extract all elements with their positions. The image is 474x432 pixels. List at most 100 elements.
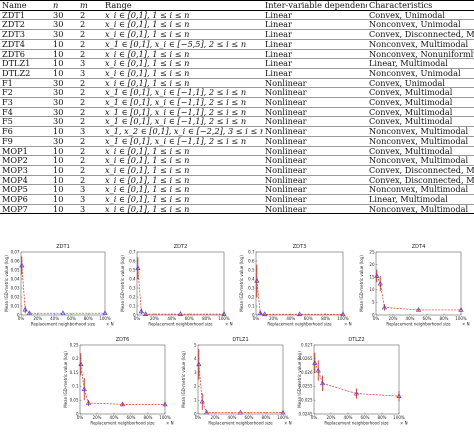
chart-title: DTLZ2	[348, 337, 364, 343]
x-tick-label: 100%	[337, 316, 349, 321]
chart-zdt4-svg: ZDT4 0 5 10 15 20 25 0% 20% 40% 60% 80% 100% Replacem…	[359, 244, 470, 327]
plot-frame	[136, 251, 225, 316]
chart-dtlz1: DTLZ1 0 1 2 3 4 5 0% 20% 40% 60% 80% 100% Replacement…	[180, 336, 293, 430]
cell-n: 10	[51, 184, 78, 196]
y-tick-label: 0.2	[129, 294, 136, 299]
cell-name: ZDT4	[0, 39, 51, 50]
x-tick-label: 0%	[373, 316, 380, 321]
cell-characteristics: Convex, Multimodal	[367, 146, 474, 157]
y-tick-label: 4	[194, 356, 197, 361]
y-tick-label: 0.4	[248, 276, 255, 281]
cell-dependencies: Nonlinear	[263, 194, 367, 205]
cell-n: 10	[51, 39, 78, 50]
cell-n: 30	[51, 29, 78, 40]
cell-dependencies: Nonlinear	[263, 204, 367, 215]
data-point	[162, 401, 168, 407]
data-point	[119, 401, 126, 407]
cell-range: x_i ∈ [0,1], 1 ≤ i ≤ n	[103, 165, 263, 176]
chart-zdt1: ZDT1 0 0.01 0.02 0.03 0.04 0.05 0.06 0.07 0% 20% 40…	[3, 243, 115, 331]
chart-zdt4: ZDT4 0 5 10 15 20 25 0% 20% 40% 60% 80% 100% Replacem…	[358, 243, 471, 331]
cell-n: 10	[51, 194, 78, 205]
data-point	[19, 262, 25, 268]
y-tick-label: 0.04	[11, 276, 20, 281]
cell-n: 30	[51, 78, 78, 89]
cell-m: 3	[78, 68, 103, 79]
y-tick-label: 0.7	[248, 249, 255, 254]
data-point	[60, 310, 66, 316]
table-row: F1 30 2 x_i ∈ [0,1], 1 ≤ i ≤ n Nonlinear Conv…	[0, 78, 474, 89]
x-tick-label: 60%	[423, 316, 432, 321]
x-tick-label: 20%	[93, 415, 102, 420]
data-point	[254, 277, 260, 283]
cell-m: 2	[78, 49, 103, 60]
y-tick-label: 20	[369, 262, 375, 267]
y-axis-label: Mean IGD-metric value (log)	[4, 255, 9, 312]
benchmark-table: Name n m Range Inter-variable dependenci…	[0, 0, 474, 215]
cell-characteristics: Convex, Unimodal	[367, 10, 474, 21]
cell-characteristics: Convex, Multimodal	[367, 116, 474, 128]
cell-characteristics: Convex, Unimodal	[367, 78, 474, 89]
cell-name: F5	[0, 116, 51, 128]
cell-n: 10	[51, 175, 78, 186]
y-axis-label: Mean IGD-metric value (log)	[297, 351, 302, 408]
data-point	[135, 265, 141, 271]
chart-dtlz2-svg: DTLZ2 0.0245 0.025 0.0255 0.026 0.0265 0.027 0%…	[297, 337, 408, 426]
x-axis-unit: × N	[166, 421, 174, 426]
cell-name: F1	[0, 78, 51, 89]
cell-characteristics: Convex, Multimodal	[367, 97, 474, 108]
x-tick-label: 80%	[440, 316, 449, 321]
cell-m: 2	[78, 97, 103, 108]
cell-name: MOP1	[0, 146, 51, 157]
y-tick-label: 0.2	[72, 356, 79, 361]
chart-zdt2: ZDT2 0 0.1 0.2 0.3 0.4 0.5 0.6 0.7 0% 20% 40% 60% 80%…	[119, 243, 234, 331]
data-point	[221, 311, 227, 316]
cell-characteristics: Nonconvex, Multimodal	[367, 204, 474, 215]
cell-m: 3	[78, 58, 103, 69]
chart-title: ZDT1	[56, 244, 70, 250]
cell-n: 10	[51, 58, 78, 69]
cell-range: x_1 ∈ [0,1], x_i ∈ [−1,1], 2 ≤ i ≤ n	[103, 116, 263, 128]
cell-range: x_i ∈ [0,1], 1 ≤ i ≤ n	[103, 58, 263, 69]
cell-m: 3	[78, 194, 103, 205]
x-axis-label: Replacement neighborhood size	[324, 421, 389, 426]
x-tick-label: 20%	[33, 316, 42, 321]
cell-dependencies: Nonlinear	[263, 155, 367, 166]
header-name: Name	[0, 0, 51, 11]
cell-dependencies: Nonlinear	[263, 136, 367, 147]
cell-dependencies: Linear	[263, 68, 367, 79]
cell-m: 2	[78, 107, 103, 118]
cell-dependencies: Nonlinear	[263, 184, 367, 196]
chart-title: ZDT2	[174, 244, 188, 250]
x-tick-label: 20%	[150, 316, 159, 321]
data-point	[415, 307, 422, 312]
y-tick-label: 0.0255	[299, 384, 313, 389]
x-axis-unit: × N	[106, 322, 114, 327]
table-row: DTLZ2 10 3 x_i ∈ [0,1], 1 ≤ i ≤ n Linear Nonc…	[0, 68, 474, 79]
cell-m: 3	[78, 204, 103, 215]
data-point	[196, 361, 202, 367]
x-tick-label: 20%	[389, 316, 398, 321]
table-row: ZDT3 30 2 x_i ∈ [0,1], 1 ≤ i ≤ n Linear Conve…	[0, 29, 474, 40]
x-axis-label: Replacement neighborhood size	[31, 322, 96, 327]
x-tick-label: 20%	[327, 415, 336, 420]
table-row: ZDT4 10 2 x_1 ∈ [0,1], x_i ∈ [−5,5], 2 ≤ i …	[0, 39, 474, 50]
data-point	[203, 409, 210, 415]
table-row: F5 30 2 x_1 ∈ [0,1], x_i ∈ [−1,1], 2 ≤ i ≤ …	[0, 116, 474, 128]
plot-frame	[197, 344, 284, 415]
table-row: MOP6 10 3 x_i ∈ [0,1], 1 ≤ i ≤ n Nonlinear Li…	[0, 194, 474, 205]
table-row: MOP5 10 3 x_i ∈ [0,1], 1 ≤ i ≤ n Nonlinear No…	[0, 184, 474, 196]
cell-range: x_1 ∈ [0,1], x_i ∈ [−1,1], 2 ≤ i ≤ n	[103, 97, 263, 108]
y-tick-label: 0.15	[70, 370, 79, 375]
data-point	[26, 310, 32, 316]
cell-name: ZDT1	[0, 10, 51, 21]
y-axis-label: Mean IGD-metric value (log)	[239, 255, 244, 312]
cell-name: DTLZ2	[0, 68, 51, 79]
cell-n: 30	[51, 107, 78, 118]
x-tick-label: 40%	[50, 316, 59, 321]
data-point	[353, 390, 360, 396]
chart-title: ZDT4	[412, 244, 426, 250]
x-tick-label: 60%	[245, 415, 254, 420]
y-tick-label: 0.01	[11, 303, 20, 308]
x-tick-label: 100%	[455, 316, 467, 321]
x-axis-label: Replacement neighborhood size	[90, 421, 155, 426]
